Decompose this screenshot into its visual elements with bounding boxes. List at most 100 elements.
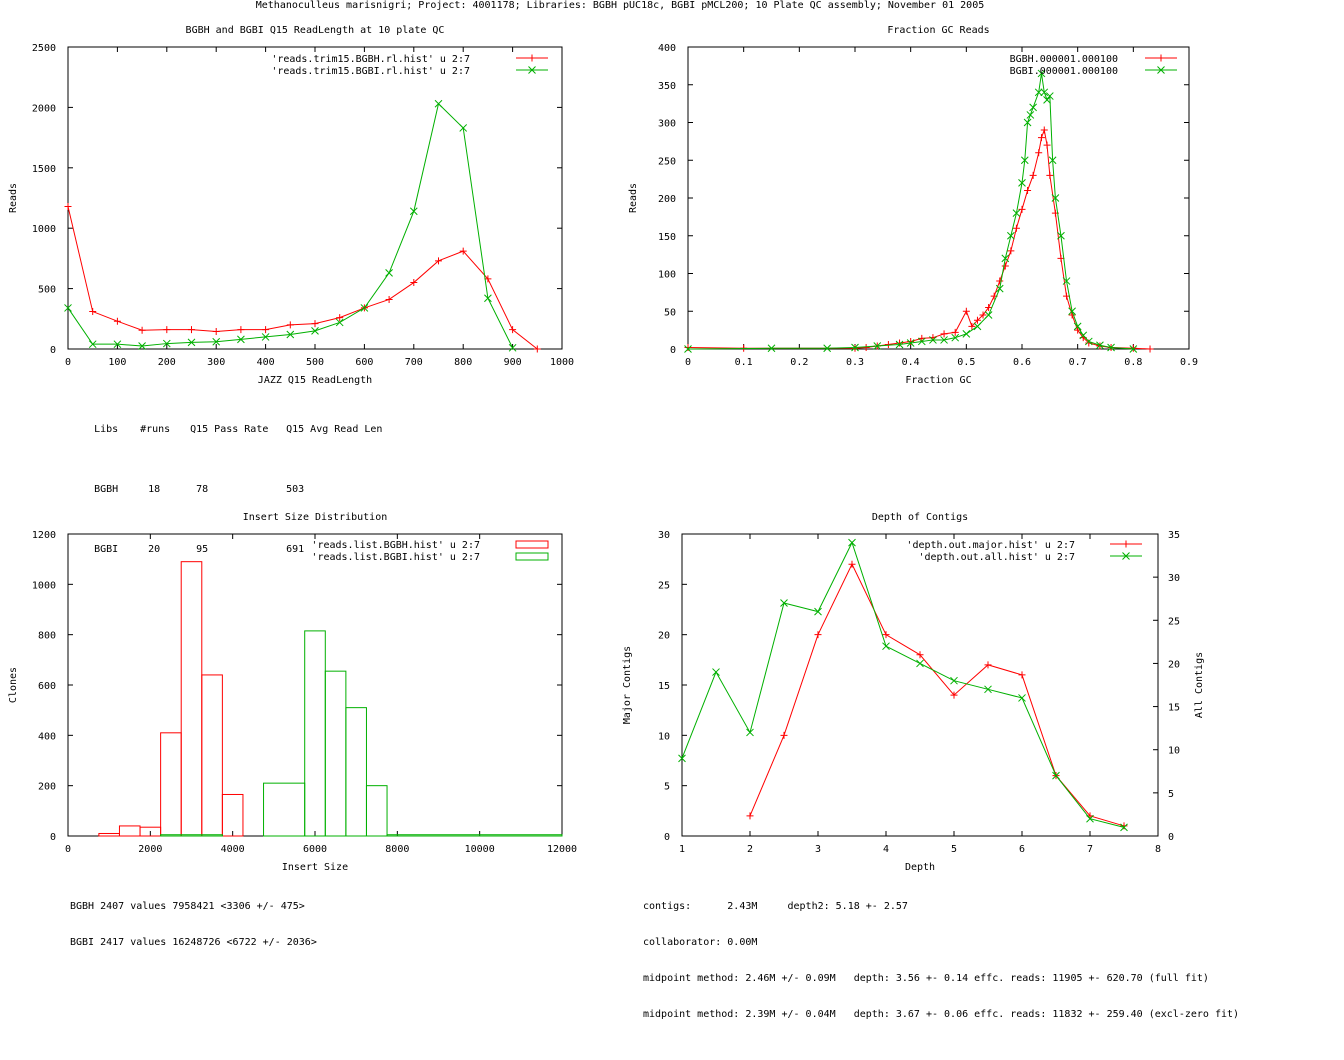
histogram-bar — [386, 834, 563, 837]
x-marker — [906, 339, 915, 347]
x-marker — [851, 343, 859, 352]
y-axis-label: Clones — [8, 667, 19, 703]
plus-marker — [237, 326, 245, 334]
y-tick-label: 200 — [38, 782, 56, 793]
x-tick-label: 0.3 — [846, 357, 864, 368]
y-tick-label: 300 — [658, 119, 676, 130]
x-marker — [1084, 337, 1093, 346]
x-marker — [162, 339, 171, 348]
x-marker — [1029, 103, 1037, 112]
x-marker — [848, 538, 856, 547]
x-tick-label: 2000 — [138, 844, 162, 855]
x-marker — [1001, 254, 1010, 263]
x-marker — [780, 599, 788, 607]
x-marker — [1034, 88, 1043, 97]
plus-marker — [163, 326, 171, 334]
x-marker — [212, 337, 221, 346]
plus-marker — [1085, 339, 1093, 347]
x-tick-label: 8000 — [385, 844, 409, 855]
x-tick-label: 100 — [108, 357, 126, 368]
x-marker — [917, 337, 926, 346]
x-marker — [814, 607, 822, 616]
histogram-bar — [263, 782, 306, 837]
plus-marker — [533, 345, 541, 353]
plus-marker — [113, 317, 121, 325]
x-marker — [1107, 343, 1115, 352]
legend-label: 'depth.out.all.hist' u 2:7 — [918, 552, 1075, 563]
depth-stat-line: midpoint method: 2.46M +/- 0.09M depth: … — [643, 973, 1209, 984]
x-tick-label: 10000 — [465, 844, 495, 855]
plus-marker — [1129, 344, 1137, 352]
plus-marker — [814, 631, 822, 639]
histogram-bar — [160, 732, 182, 837]
x-tick-label: 0 — [685, 357, 691, 368]
x-marker — [678, 754, 686, 763]
x-tick-label: 12000 — [547, 844, 577, 855]
x-marker — [528, 66, 536, 74]
plus-marker — [1018, 205, 1026, 213]
series-line — [687, 73, 1134, 350]
stats-header-libs: Libs — [94, 424, 119, 435]
insert-stat-line: BGBI 2417 values 16248726 <6722 +/- 2036… — [70, 937, 317, 948]
x-marker — [950, 676, 958, 685]
plus-marker — [435, 257, 442, 265]
x-marker — [895, 340, 904, 349]
x-marker — [1120, 823, 1128, 832]
plus-marker — [336, 314, 344, 322]
plus-marker — [848, 560, 856, 568]
plus-marker — [1043, 141, 1051, 149]
y-tick-label: 1500 — [32, 164, 56, 175]
x-marker — [113, 340, 122, 349]
plus-marker — [188, 326, 195, 334]
x-tick-label: 0.9 — [1180, 357, 1198, 368]
x-marker — [1007, 231, 1015, 240]
y-tick-label: 1200 — [32, 530, 56, 541]
y2-tick-label: 20 — [1168, 659, 1180, 670]
y-tick-label: 1000 — [32, 224, 56, 235]
y-tick-label: 0 — [50, 345, 56, 356]
plus-marker — [1029, 171, 1037, 179]
plus-marker — [459, 247, 467, 255]
x-marker — [1062, 277, 1071, 285]
x-tick-label: 800 — [454, 357, 472, 368]
legend-label: 'reads.list.BGBI.hist' u 2:7 — [311, 552, 480, 563]
y-tick-label: 50 — [664, 307, 676, 318]
x-marker — [64, 304, 72, 312]
plus-marker — [780, 731, 788, 739]
x-axis-label: Fraction GC — [905, 375, 971, 386]
series-line — [681, 541, 1125, 828]
x-marker — [882, 642, 890, 651]
x-marker — [1057, 231, 1065, 240]
x-tick-label: 8 — [1155, 844, 1161, 855]
x-marker — [1018, 179, 1026, 187]
x-marker — [360, 304, 369, 312]
histogram-bar — [324, 670, 347, 837]
series-green — [678, 538, 1128, 832]
plus-marker — [385, 295, 393, 303]
chart-title: Fraction GC Reads — [887, 25, 989, 36]
x-tick-label: 600 — [355, 357, 373, 368]
x-marker — [1122, 552, 1130, 560]
page-title: Methanoculleus marisnigri; Project: 4001… — [255, 0, 985, 11]
series-green — [64, 99, 517, 352]
stats-header-passrate: Q15 Pass Rate — [190, 424, 269, 435]
x-marker — [1037, 69, 1046, 78]
x-tick-label: 900 — [504, 357, 522, 368]
insert-stat-line: BGBH 2407 values 7958421 <3306 +/- 475> — [70, 901, 305, 912]
y-tick-label: 0 — [664, 832, 670, 843]
series-line — [67, 206, 538, 350]
chart-title: Depth of Contigs — [872, 512, 968, 523]
readlength-plot-frame — [67, 46, 563, 350]
x-tick-label: 7 — [1087, 844, 1093, 855]
depth-stat-line: collaborator: 0.00M — [643, 937, 758, 948]
plus-marker — [1018, 671, 1026, 679]
x-tick-label: 6 — [1019, 844, 1025, 855]
series-line — [67, 102, 514, 349]
plus-marker — [984, 661, 992, 669]
x-marker — [1157, 66, 1165, 74]
x-marker — [1096, 341, 1104, 350]
plus-marker — [64, 202, 72, 210]
legend-label: 'reads.trim15.BGBH.rl.hist' u 2:7 — [271, 54, 470, 65]
series-green — [160, 630, 563, 837]
x-marker — [1043, 95, 1051, 104]
